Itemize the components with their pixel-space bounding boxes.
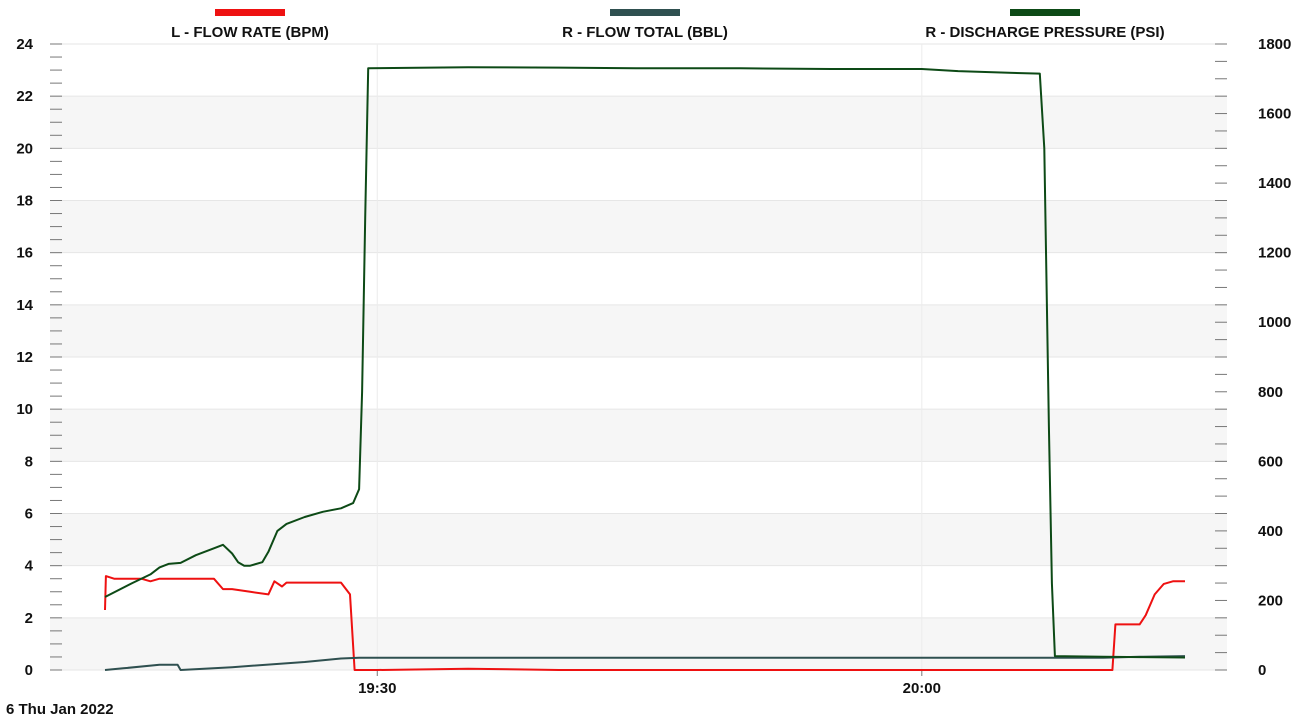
legend-swatch [215, 9, 285, 16]
y-right-tick-label: 1800 [1258, 36, 1291, 53]
plot-band [50, 618, 1227, 670]
plot-band [50, 305, 1227, 357]
y-right-tick-label: 400 [1258, 523, 1283, 540]
x-tick-label: 19:30 [358, 680, 396, 697]
legend-label: L - FLOW RATE (BPM) [171, 24, 329, 41]
legend: L - FLOW RATE (BPM) R - FLOW TOTAL (BBL) R… [171, 9, 1164, 41]
y-right-tick-label: 1600 [1258, 106, 1291, 123]
y-left-tick-label: 14 [16, 297, 33, 314]
y-left-tick-label: 24 [16, 36, 33, 53]
y-left-tick-label: 20 [16, 140, 33, 157]
y-right-tick-label: 0 [1258, 662, 1266, 679]
legend-swatch [1010, 9, 1080, 16]
y-left-tick-label: 18 [16, 193, 33, 210]
y-right-tick-label: 800 [1258, 384, 1283, 401]
y-right-tick-label: 200 [1258, 592, 1283, 609]
y-left-tick-label: 4 [25, 558, 34, 575]
x-tick-label: 20:00 [903, 680, 941, 697]
y-left-tick-label: 10 [16, 401, 33, 418]
y-left-tick-label: 22 [16, 88, 33, 105]
y-right-tick-label: 1400 [1258, 175, 1291, 192]
plot-bands [50, 96, 1227, 670]
series-lines [105, 67, 1185, 670]
y-left-tick-label: 6 [25, 506, 33, 523]
y-right-tick-label: 1200 [1258, 245, 1291, 262]
y-left-tick-label: 0 [25, 662, 33, 679]
legend-label: R - DISCHARGE PRESSURE (PSI) [925, 24, 1164, 41]
y-right-tick-label: 1000 [1258, 314, 1291, 331]
date-label: 6 Thu Jan 2022 [6, 701, 114, 717]
series-line [105, 67, 1185, 657]
plot-band [50, 201, 1227, 253]
plot-band [50, 96, 1227, 148]
y-left-tick-label: 2 [25, 610, 33, 627]
y-left-tick-label: 12 [16, 349, 33, 366]
plot-band [50, 409, 1227, 461]
legend-swatch [610, 9, 680, 16]
y-right-tick-label: 600 [1258, 453, 1283, 470]
y-left-tick-label: 16 [16, 245, 33, 262]
y-left-tick-label: 8 [25, 453, 33, 470]
legend-label: R - FLOW TOTAL (BBL) [562, 24, 728, 41]
